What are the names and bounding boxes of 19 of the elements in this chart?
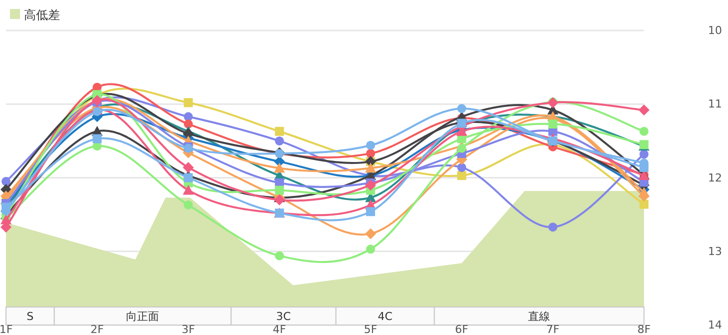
- band-label: 3C: [276, 310, 292, 323]
- legend-label: 高低差: [24, 8, 60, 22]
- x-tick-label: 6F: [455, 323, 468, 335]
- y-tick-label: 14: [708, 318, 722, 332]
- band-label: 向正面: [126, 310, 160, 323]
- y-tick-label: 13: [708, 244, 722, 258]
- y-tick-label: 12: [708, 171, 722, 184]
- y-tick-label: 11: [708, 98, 722, 111]
- band-label: S: [26, 310, 34, 323]
- band-label: 4C: [378, 310, 393, 323]
- x-tick-label: 4F: [272, 323, 286, 335]
- x-tick-label: 5F: [364, 323, 378, 335]
- x-tick-label: 8F: [637, 323, 651, 335]
- y-tick-label: 10: [708, 24, 722, 37]
- x-tick-label: 3F: [182, 323, 195, 335]
- band-label: 直線: [528, 310, 550, 323]
- x-tick-label: 2F: [90, 323, 104, 335]
- x-tick-label: 1F: [0, 323, 13, 335]
- x-tick-label: 7F: [546, 323, 560, 335]
